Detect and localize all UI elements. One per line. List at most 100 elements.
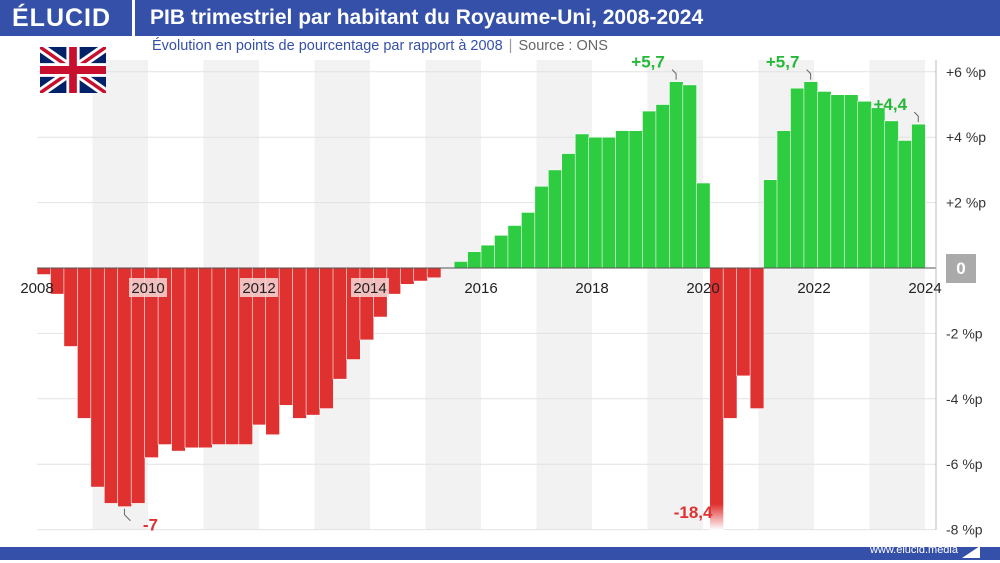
bar bbox=[319, 267, 334, 409]
bar bbox=[211, 267, 227, 445]
bar bbox=[588, 136, 603, 269]
bar bbox=[682, 84, 697, 269]
bar bbox=[817, 91, 832, 269]
x-tick-label: 2014 bbox=[353, 280, 386, 297]
x-tick-label: 2010 bbox=[131, 280, 164, 297]
bar bbox=[507, 225, 523, 269]
y-axis-labels: +6 %p +4 %p +2 %p 0 -2 %p -4 %p -6 %p -8 %p bbox=[946, 64, 986, 538]
y-tick-label: -2 %p bbox=[946, 325, 983, 341]
data-label: -18,4 bbox=[674, 503, 713, 522]
data-label: -7 bbox=[143, 516, 158, 535]
bar bbox=[184, 267, 200, 449]
elucid-mark-icon bbox=[962, 544, 980, 563]
y-tick-label: -8 %p bbox=[946, 522, 983, 538]
subtitle-separator: | bbox=[508, 38, 513, 54]
annotations: -7 +5,7 -18,4 +5,7 +4,4 bbox=[123, 53, 919, 535]
bar bbox=[453, 261, 469, 269]
x-tick-label: 2018 bbox=[575, 280, 608, 297]
bar bbox=[90, 267, 105, 488]
zero-badge bbox=[946, 254, 976, 283]
background-band bbox=[425, 60, 481, 530]
y-tick-label: +4 %p bbox=[946, 129, 986, 145]
bar bbox=[534, 185, 549, 269]
bar bbox=[897, 140, 913, 269]
bar bbox=[615, 130, 630, 269]
x-tick-label-bg bbox=[129, 278, 167, 297]
x-tick-label: 2024 bbox=[908, 280, 941, 297]
bar bbox=[36, 267, 52, 275]
bar bbox=[561, 153, 576, 269]
bar bbox=[171, 267, 186, 452]
bar bbox=[426, 267, 442, 279]
bar bbox=[736, 267, 751, 377]
bar bbox=[467, 251, 482, 269]
data-label: +5,7 bbox=[631, 53, 665, 72]
bar bbox=[480, 244, 496, 269]
bar bbox=[225, 267, 240, 445]
annotation-leader bbox=[671, 69, 677, 80]
bar bbox=[722, 267, 738, 419]
chart-subtitle-line: Évolution en points de pourcentage par r… bbox=[152, 38, 608, 54]
bar bbox=[601, 136, 617, 269]
bar bbox=[305, 267, 321, 416]
y-tick-label: -6 %p bbox=[946, 456, 983, 472]
bar bbox=[642, 110, 657, 269]
logo-container: ÉLUCID bbox=[0, 0, 135, 36]
annotation-leader bbox=[123, 508, 131, 522]
zero-axis bbox=[37, 60, 937, 530]
bar bbox=[843, 94, 859, 269]
x-tick-label: 2020 bbox=[686, 280, 719, 297]
bar bbox=[292, 267, 307, 419]
grid-lines bbox=[37, 71, 936, 531]
bar bbox=[884, 120, 899, 269]
x-tick-label: 2016 bbox=[464, 280, 497, 297]
bar bbox=[103, 267, 119, 504]
footer-url: www.elucid.media bbox=[869, 544, 958, 556]
x-tick-label: 2012 bbox=[242, 280, 275, 297]
y-tick-label: 0 bbox=[956, 259, 965, 278]
title-bar bbox=[0, 0, 1000, 36]
bar bbox=[130, 267, 146, 504]
chart-subtitle: Évolution en points de pourcentage par r… bbox=[152, 38, 503, 54]
bar bbox=[830, 94, 845, 269]
bar bbox=[574, 133, 590, 269]
data-label: +5,7 bbox=[766, 53, 800, 72]
bar bbox=[521, 212, 536, 269]
bar bbox=[655, 104, 671, 269]
bar bbox=[77, 267, 92, 419]
x-tick-label-bg bbox=[351, 278, 389, 297]
bar bbox=[709, 267, 724, 531]
bar bbox=[399, 267, 415, 285]
bar bbox=[763, 179, 778, 269]
bar bbox=[413, 267, 428, 282]
x-tick-label-bg bbox=[240, 278, 278, 297]
annotation-leader bbox=[913, 111, 919, 123]
bar bbox=[857, 100, 872, 269]
bar bbox=[803, 81, 819, 269]
footer-bar bbox=[0, 547, 1000, 560]
x-axis-labels: 2008 2010 2012 2014 2016 2018 2020 2022 2024 bbox=[20, 278, 942, 297]
uk-flag-icon bbox=[37, 43, 109, 97]
bar-truncation-fade bbox=[709, 504, 724, 530]
bar bbox=[695, 182, 711, 269]
y-tick-label: +2 %p bbox=[946, 195, 986, 211]
bar bbox=[332, 267, 348, 380]
annotation-leader bbox=[806, 69, 812, 80]
y-tick-label: -4 %p bbox=[946, 391, 983, 407]
chart-source: Source : ONS bbox=[518, 38, 608, 54]
bar bbox=[494, 235, 509, 269]
bar bbox=[547, 169, 563, 269]
y-tick-label: +6 %p bbox=[946, 64, 986, 80]
bar bbox=[117, 267, 132, 508]
bar bbox=[870, 107, 886, 269]
data-label: +4,4 bbox=[873, 95, 907, 114]
bar bbox=[790, 87, 805, 269]
bar bbox=[911, 123, 926, 269]
bar bbox=[669, 81, 684, 269]
bar bbox=[198, 267, 213, 449]
bar bbox=[278, 267, 294, 406]
bar bbox=[749, 267, 765, 409]
chart-title: PIB trimestriel par habitant du Royaume-… bbox=[150, 6, 704, 29]
